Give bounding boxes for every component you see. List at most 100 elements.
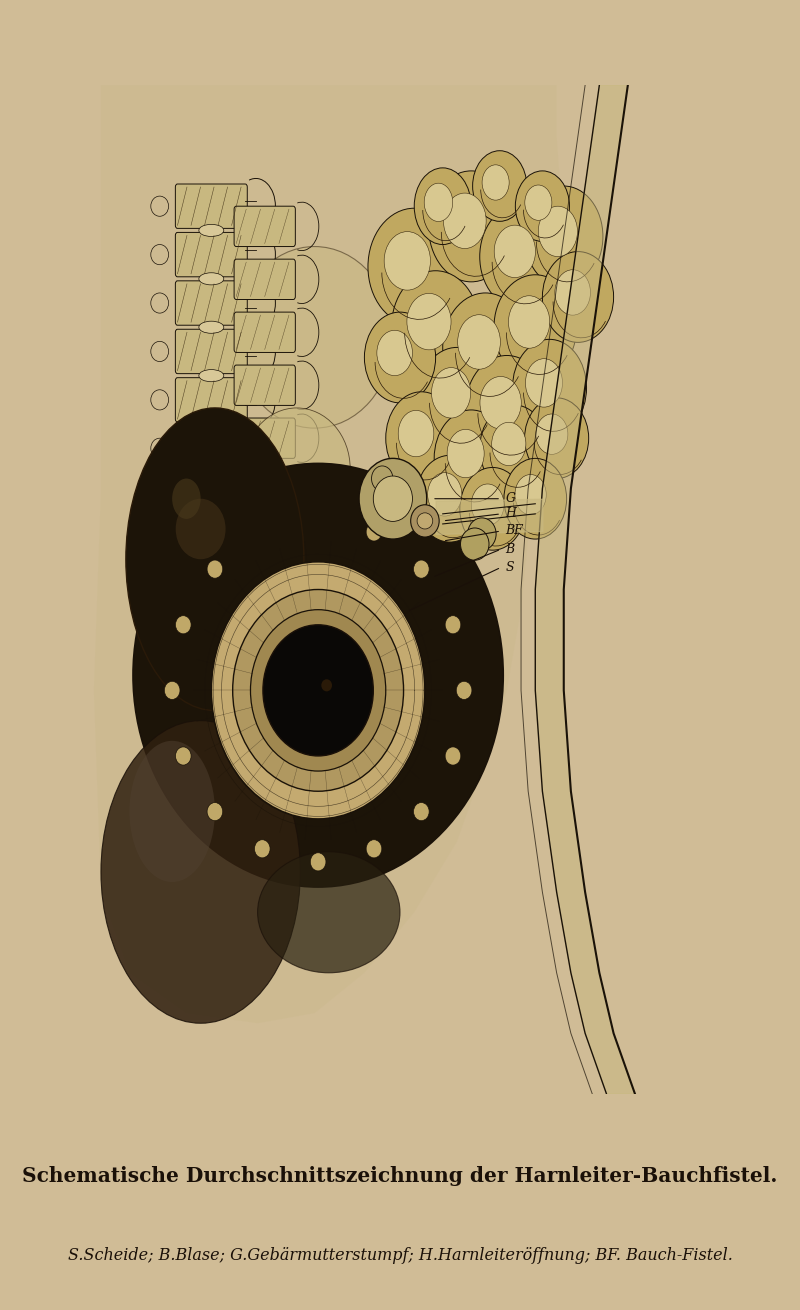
Ellipse shape (368, 208, 461, 325)
Text: G: G (506, 493, 515, 506)
Ellipse shape (494, 225, 535, 278)
Ellipse shape (310, 853, 326, 871)
FancyBboxPatch shape (175, 571, 247, 616)
Ellipse shape (414, 561, 429, 578)
FancyBboxPatch shape (175, 377, 247, 422)
Ellipse shape (250, 609, 386, 772)
FancyBboxPatch shape (234, 312, 295, 352)
Ellipse shape (130, 740, 215, 882)
Ellipse shape (366, 840, 382, 858)
FancyBboxPatch shape (234, 365, 295, 405)
Ellipse shape (429, 170, 514, 282)
Ellipse shape (199, 660, 224, 672)
Ellipse shape (445, 616, 461, 634)
Ellipse shape (410, 504, 439, 537)
Ellipse shape (359, 458, 426, 540)
FancyBboxPatch shape (234, 206, 295, 246)
FancyBboxPatch shape (234, 630, 295, 671)
Ellipse shape (492, 422, 526, 465)
Ellipse shape (371, 466, 393, 491)
Ellipse shape (258, 852, 400, 973)
Ellipse shape (377, 330, 413, 376)
Ellipse shape (233, 590, 403, 791)
Ellipse shape (199, 418, 224, 430)
Ellipse shape (391, 271, 480, 384)
Ellipse shape (199, 321, 224, 333)
Ellipse shape (431, 368, 470, 418)
FancyBboxPatch shape (175, 280, 247, 325)
Ellipse shape (456, 681, 472, 700)
Ellipse shape (414, 168, 471, 245)
Ellipse shape (526, 359, 562, 407)
Ellipse shape (434, 410, 508, 507)
Ellipse shape (386, 392, 457, 485)
Ellipse shape (461, 528, 489, 561)
Ellipse shape (199, 563, 224, 575)
FancyBboxPatch shape (175, 523, 247, 567)
Polygon shape (535, 85, 635, 1094)
FancyBboxPatch shape (175, 329, 247, 373)
Ellipse shape (458, 314, 500, 369)
FancyBboxPatch shape (175, 668, 247, 713)
Ellipse shape (504, 458, 566, 540)
Text: H: H (506, 507, 516, 520)
Ellipse shape (536, 414, 568, 455)
Text: Schematische Durchschnittszeichnung der Harnleiter-Bauchfistel.: Schematische Durchschnittszeichnung der … (22, 1166, 778, 1186)
Ellipse shape (494, 275, 577, 380)
Ellipse shape (416, 456, 484, 542)
FancyBboxPatch shape (234, 472, 295, 511)
Ellipse shape (199, 515, 224, 527)
Ellipse shape (515, 474, 546, 515)
Ellipse shape (555, 270, 590, 316)
Ellipse shape (175, 616, 191, 634)
Ellipse shape (211, 562, 425, 819)
Ellipse shape (199, 612, 224, 624)
Ellipse shape (199, 272, 224, 284)
Text: S: S (506, 561, 514, 574)
Text: S.Scheide; B.Blase; G.Gebärmutterstumpf; H.Harnleiteröffnung; BF. Bauch-Fistel.: S.Scheide; B.Blase; G.Gebärmutterstumpf;… (67, 1247, 733, 1264)
Ellipse shape (468, 517, 496, 550)
Ellipse shape (407, 293, 451, 350)
Ellipse shape (207, 803, 222, 820)
Ellipse shape (175, 747, 191, 765)
FancyBboxPatch shape (175, 232, 247, 276)
Ellipse shape (460, 468, 526, 550)
Ellipse shape (207, 561, 222, 578)
Ellipse shape (513, 339, 586, 436)
Ellipse shape (164, 681, 180, 700)
Ellipse shape (126, 407, 304, 710)
Ellipse shape (384, 232, 430, 290)
FancyBboxPatch shape (234, 576, 295, 617)
Ellipse shape (374, 476, 413, 521)
Ellipse shape (199, 224, 224, 236)
Ellipse shape (101, 721, 300, 1023)
Text: BF: BF (506, 524, 523, 537)
Ellipse shape (442, 293, 528, 402)
Ellipse shape (480, 405, 548, 491)
Ellipse shape (133, 464, 503, 887)
Ellipse shape (322, 680, 332, 692)
Ellipse shape (466, 355, 548, 460)
Ellipse shape (509, 296, 550, 348)
Ellipse shape (480, 376, 522, 428)
Ellipse shape (176, 499, 226, 559)
FancyBboxPatch shape (175, 474, 247, 519)
Ellipse shape (414, 803, 429, 820)
Ellipse shape (525, 185, 552, 220)
Ellipse shape (364, 312, 436, 403)
Ellipse shape (172, 478, 201, 519)
FancyBboxPatch shape (175, 183, 247, 228)
Text: B: B (506, 542, 514, 555)
FancyBboxPatch shape (175, 426, 247, 470)
Ellipse shape (525, 398, 589, 478)
Ellipse shape (538, 206, 578, 257)
Ellipse shape (525, 186, 603, 287)
Ellipse shape (366, 523, 382, 541)
Ellipse shape (445, 747, 461, 765)
Polygon shape (94, 85, 564, 1023)
Ellipse shape (247, 529, 318, 650)
Ellipse shape (480, 204, 562, 309)
Ellipse shape (424, 183, 453, 221)
Ellipse shape (418, 347, 496, 448)
Ellipse shape (443, 193, 486, 249)
